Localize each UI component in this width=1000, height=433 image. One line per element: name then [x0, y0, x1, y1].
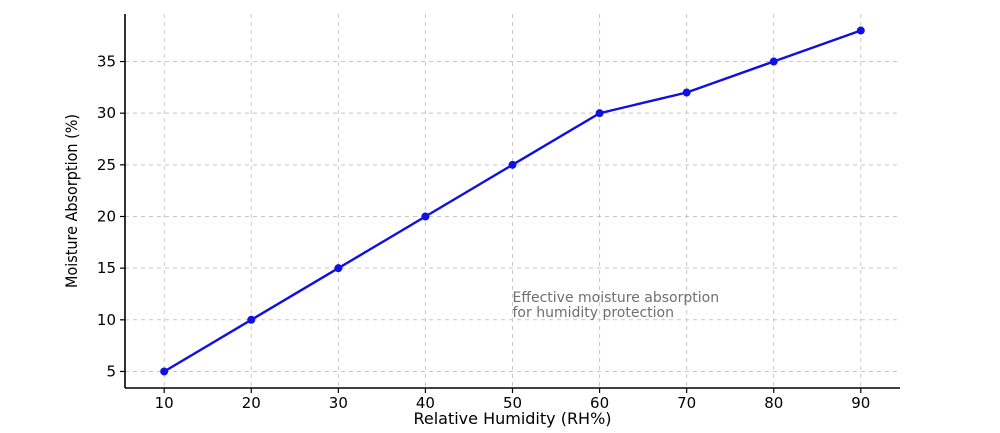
y-tick-label: 35: [97, 53, 116, 71]
y-axis-title: Moisture Absorption (%): [62, 114, 81, 288]
data-point: [334, 264, 343, 273]
x-tick-label: 20: [242, 394, 261, 412]
y-tick-label: 25: [97, 156, 116, 174]
x-tick-label: 10: [155, 394, 174, 412]
data-point: [421, 212, 430, 221]
x-tick-label: 50: [503, 394, 522, 412]
y-tick-label: 10: [97, 311, 116, 329]
data-point: [508, 160, 517, 169]
series: [160, 26, 865, 376]
y-tick-label: 5: [106, 362, 116, 380]
y-tick-label: 30: [97, 104, 116, 122]
x-tick-label: 70: [677, 394, 696, 412]
grid: [125, 14, 900, 388]
ticks: 10 20 30 40 50 60 70 80 90 5 10 15 20 25 30 35: [97, 53, 870, 412]
x-tick-label: 60: [590, 394, 609, 412]
x-axis-title: Relative Humidity (RH%): [413, 409, 611, 428]
data-point: [160, 367, 169, 376]
y-tick-label: 20: [97, 207, 116, 225]
data-point: [247, 315, 256, 324]
annotation-text: Effective moisture absorption for humidit…: [513, 290, 720, 321]
x-tick-label: 30: [329, 394, 348, 412]
data-point: [856, 26, 865, 35]
y-tick-label: 15: [97, 259, 116, 277]
annotations: Effective moisture absorption for humidit…: [513, 290, 720, 321]
x-tick-label: 40: [416, 394, 435, 412]
x-tick-label: 80: [764, 394, 783, 412]
data-point: [682, 88, 691, 97]
x-tick-label: 90: [851, 394, 870, 412]
data-point: [595, 109, 604, 118]
data-point: [769, 57, 778, 66]
